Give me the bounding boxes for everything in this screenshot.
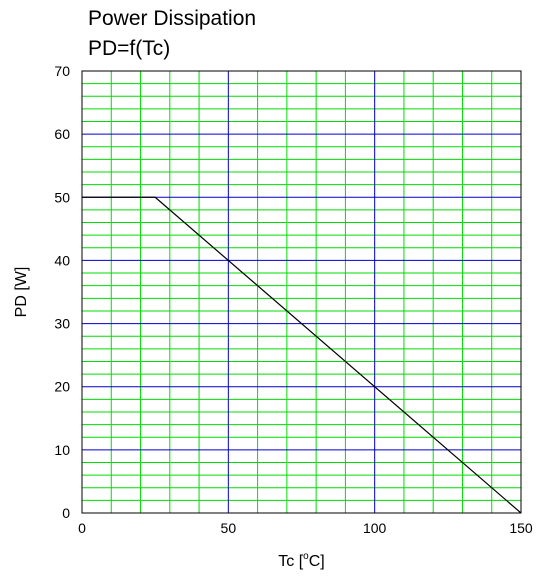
plot-frame <box>81 70 522 514</box>
x-axis-label-superscript: o <box>303 551 309 562</box>
y-tick-label: 0 <box>62 505 70 521</box>
x-tick-labels: 0 50 100 150 <box>78 520 533 536</box>
x-axis-label: Tc [oC] <box>278 551 324 570</box>
y-tick-label: 10 <box>54 442 70 458</box>
chart-subtitle: PD=f(Tc) <box>88 37 171 60</box>
y-tick-label: 60 <box>54 126 70 142</box>
y-tick-label: 70 <box>54 63 70 79</box>
x-tick-label: 100 <box>363 520 387 536</box>
series-line <box>82 196 522 514</box>
major-grid <box>82 71 521 513</box>
y-tick-label: 30 <box>54 316 70 332</box>
y-tick-label: 40 <box>54 252 70 268</box>
series-layer <box>82 196 522 514</box>
y-tick-label: 50 <box>54 189 70 205</box>
x-axis-label-suffix: C] <box>309 553 325 570</box>
x-tick-label: 0 <box>78 520 86 536</box>
title-block: Power Dissipation PD=f(Tc) <box>88 4 256 64</box>
minor-grid <box>82 71 521 513</box>
x-tick-label: 50 <box>221 520 237 536</box>
y-axis-label: PD [W] <box>13 267 30 318</box>
x-tick-label: 150 <box>509 520 533 536</box>
y-tick-label: 20 <box>54 379 70 395</box>
x-axis-label-prefix: Tc [ <box>278 553 303 570</box>
y-tick-labels: 0 10 20 30 40 50 60 70 <box>54 63 70 521</box>
chart-title: Power Dissipation <box>88 7 257 30</box>
